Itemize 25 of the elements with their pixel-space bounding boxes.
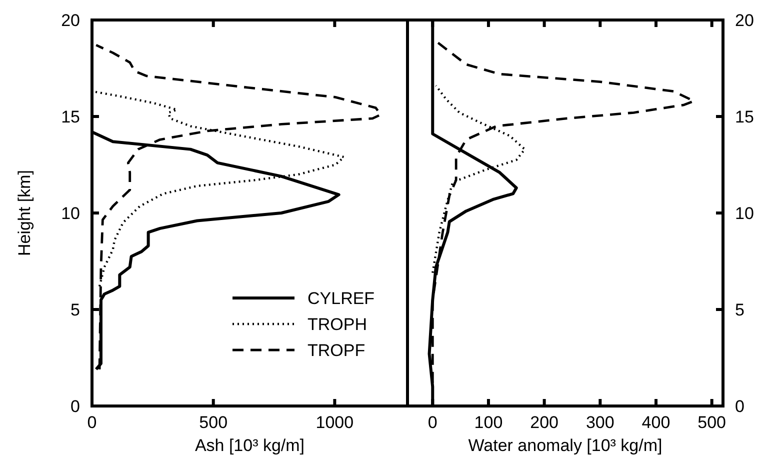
- y-tick-label: 15: [61, 108, 80, 126]
- y2-tick-label: 10: [735, 204, 754, 223]
- y2-tick-label: 0: [735, 397, 744, 416]
- y-tick-label: 0: [70, 397, 80, 416]
- x-axis-title: Ash [10³ kg/m]: [194, 436, 305, 455]
- legend-label: TROPH: [308, 315, 367, 334]
- y2-tick-label: 15: [735, 108, 754, 126]
- x-tick-label: 500: [698, 413, 726, 432]
- x-tick-label: 200: [530, 413, 558, 432]
- x-tick-label: 400: [642, 413, 670, 432]
- y2-tick-label: 5: [735, 300, 744, 320]
- x-tick-label: 0: [428, 413, 438, 432]
- x-tick-label: 500: [199, 413, 228, 432]
- y-tick-label: 5: [70, 300, 80, 320]
- y-tick-label: 20: [61, 11, 80, 30]
- x-tick-label: 300: [586, 413, 614, 432]
- legend-label: TROPF: [308, 341, 366, 360]
- y-tick-label: 10: [61, 204, 80, 223]
- x-axis-title: Water anomaly [10³ kg/m]: [468, 436, 662, 455]
- legend-label: CYLREF: [308, 289, 375, 308]
- y-axis-title: Height [km]: [15, 170, 34, 256]
- x-tick-label: 100: [474, 413, 503, 432]
- y2-tick-label: 20: [735, 11, 754, 30]
- x-tick-label: 1000: [316, 413, 354, 432]
- x-tick-label: 0: [87, 413, 97, 432]
